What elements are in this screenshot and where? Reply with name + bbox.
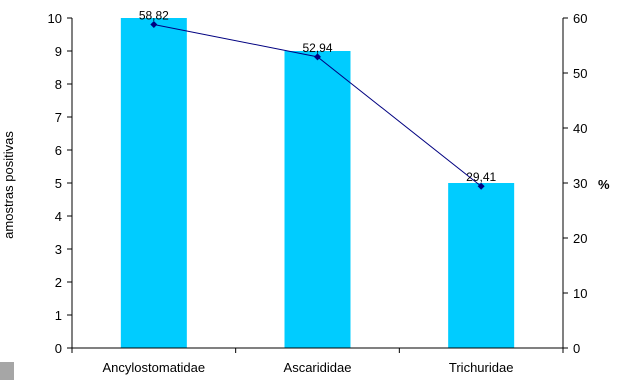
y-right-tick-label: 50	[573, 66, 587, 81]
percent-point-marker	[150, 20, 158, 28]
y-right-tick-label: 10	[573, 286, 587, 301]
bar-ascarididae	[284, 51, 351, 348]
y-left-tick-label: 7	[55, 110, 62, 125]
x-tick-label: Trichuridae	[449, 360, 514, 375]
y-right-axis-title: %	[598, 177, 610, 192]
line-layer	[150, 20, 485, 190]
y-right-tick-label: 40	[573, 121, 587, 136]
bars-layer	[120, 18, 515, 348]
x-tick-label: Ascarididae	[284, 360, 352, 375]
percent-data-label: 29,41	[466, 170, 496, 184]
y-left-tick-label: 1	[55, 308, 62, 323]
y-left-tick-label: 3	[55, 242, 62, 257]
y-left-tick-label: 8	[55, 77, 62, 92]
bar-trichuridae	[448, 183, 515, 348]
y-right-tick-label: 0	[573, 341, 580, 356]
x-tick-label: Ancylostomatidae	[103, 360, 206, 375]
y-left-tick-label: 4	[55, 209, 62, 224]
labels-layer: 0 1 2 3 4 5 6 7 8 9 10 0 10 20 30 40 50 60 Ancylostomatida…	[48, 8, 588, 375]
corner-swatch	[0, 362, 14, 380]
y-right-tick-label: 60	[573, 11, 587, 26]
y-left-tick-label: 0	[55, 341, 62, 356]
y-left-axis-title: amostras positivas	[1, 131, 16, 239]
y-left-tick-label: 10	[48, 11, 62, 26]
y-right-tick-label: 30	[573, 176, 587, 191]
percent-data-label: 52,94	[302, 41, 332, 55]
percent-point-marker	[477, 182, 485, 190]
y-left-tick-label: 6	[55, 143, 62, 158]
axes-layer	[67, 17, 568, 353]
y-left-tick-label: 2	[55, 275, 62, 290]
y-right-tick-label: 20	[573, 231, 587, 246]
percent-data-label: 58,82	[139, 8, 169, 22]
y-left-tick-label: 5	[55, 176, 62, 191]
y-left-tick-label: 9	[55, 44, 62, 59]
bar-ancylostomatidae	[120, 18, 187, 348]
percent-point-marker	[314, 53, 321, 61]
